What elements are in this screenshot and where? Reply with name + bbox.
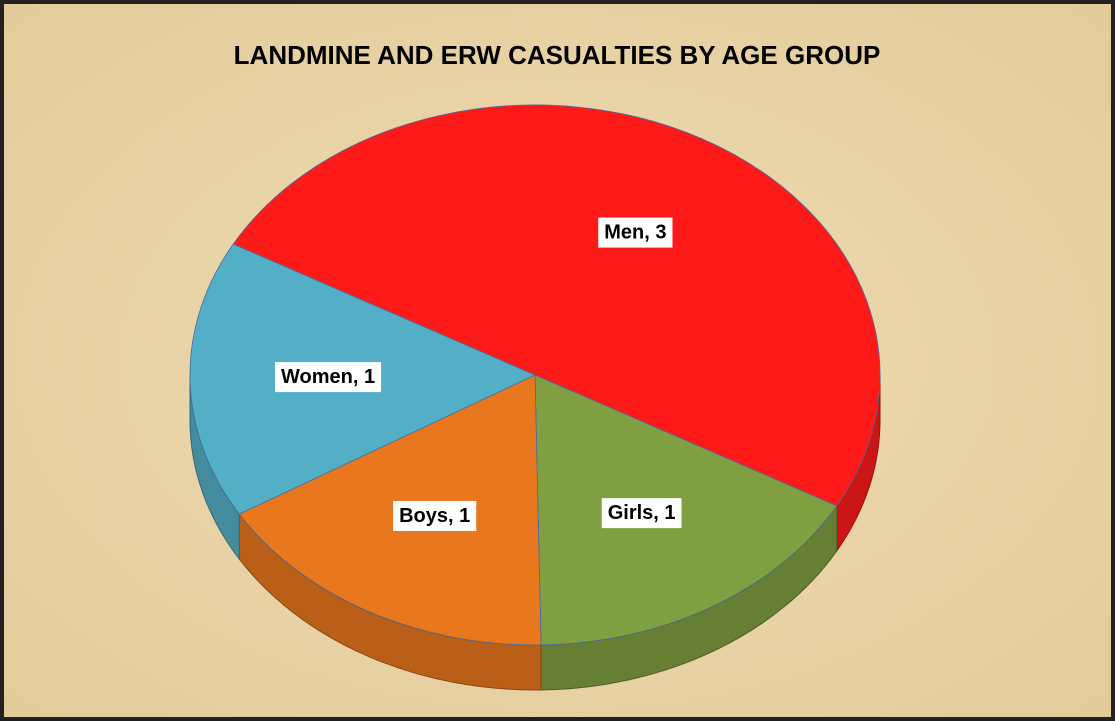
data-labels: Men, 3 Girls, 1 Boys, 1 Women, 1	[272, 215, 684, 533]
pie-slice	[534, 374, 838, 646]
data-label-box	[599, 496, 684, 531]
pie-slice	[232, 104, 881, 507]
data-label: Men, 3	[604, 222, 666, 244]
data-label-box	[391, 498, 479, 533]
data-label-box	[272, 360, 384, 395]
chart-title: LANDMINE AND ERW CASUALTIES BY AGE GROUP	[234, 40, 881, 70]
data-label: Girls, 1	[608, 502, 676, 524]
pie-slice	[238, 374, 542, 646]
pie-tops	[189, 104, 881, 646]
data-label: Women, 1	[281, 366, 375, 388]
data-label: Boys, 1	[399, 505, 470, 527]
data-label-box	[596, 215, 675, 250]
